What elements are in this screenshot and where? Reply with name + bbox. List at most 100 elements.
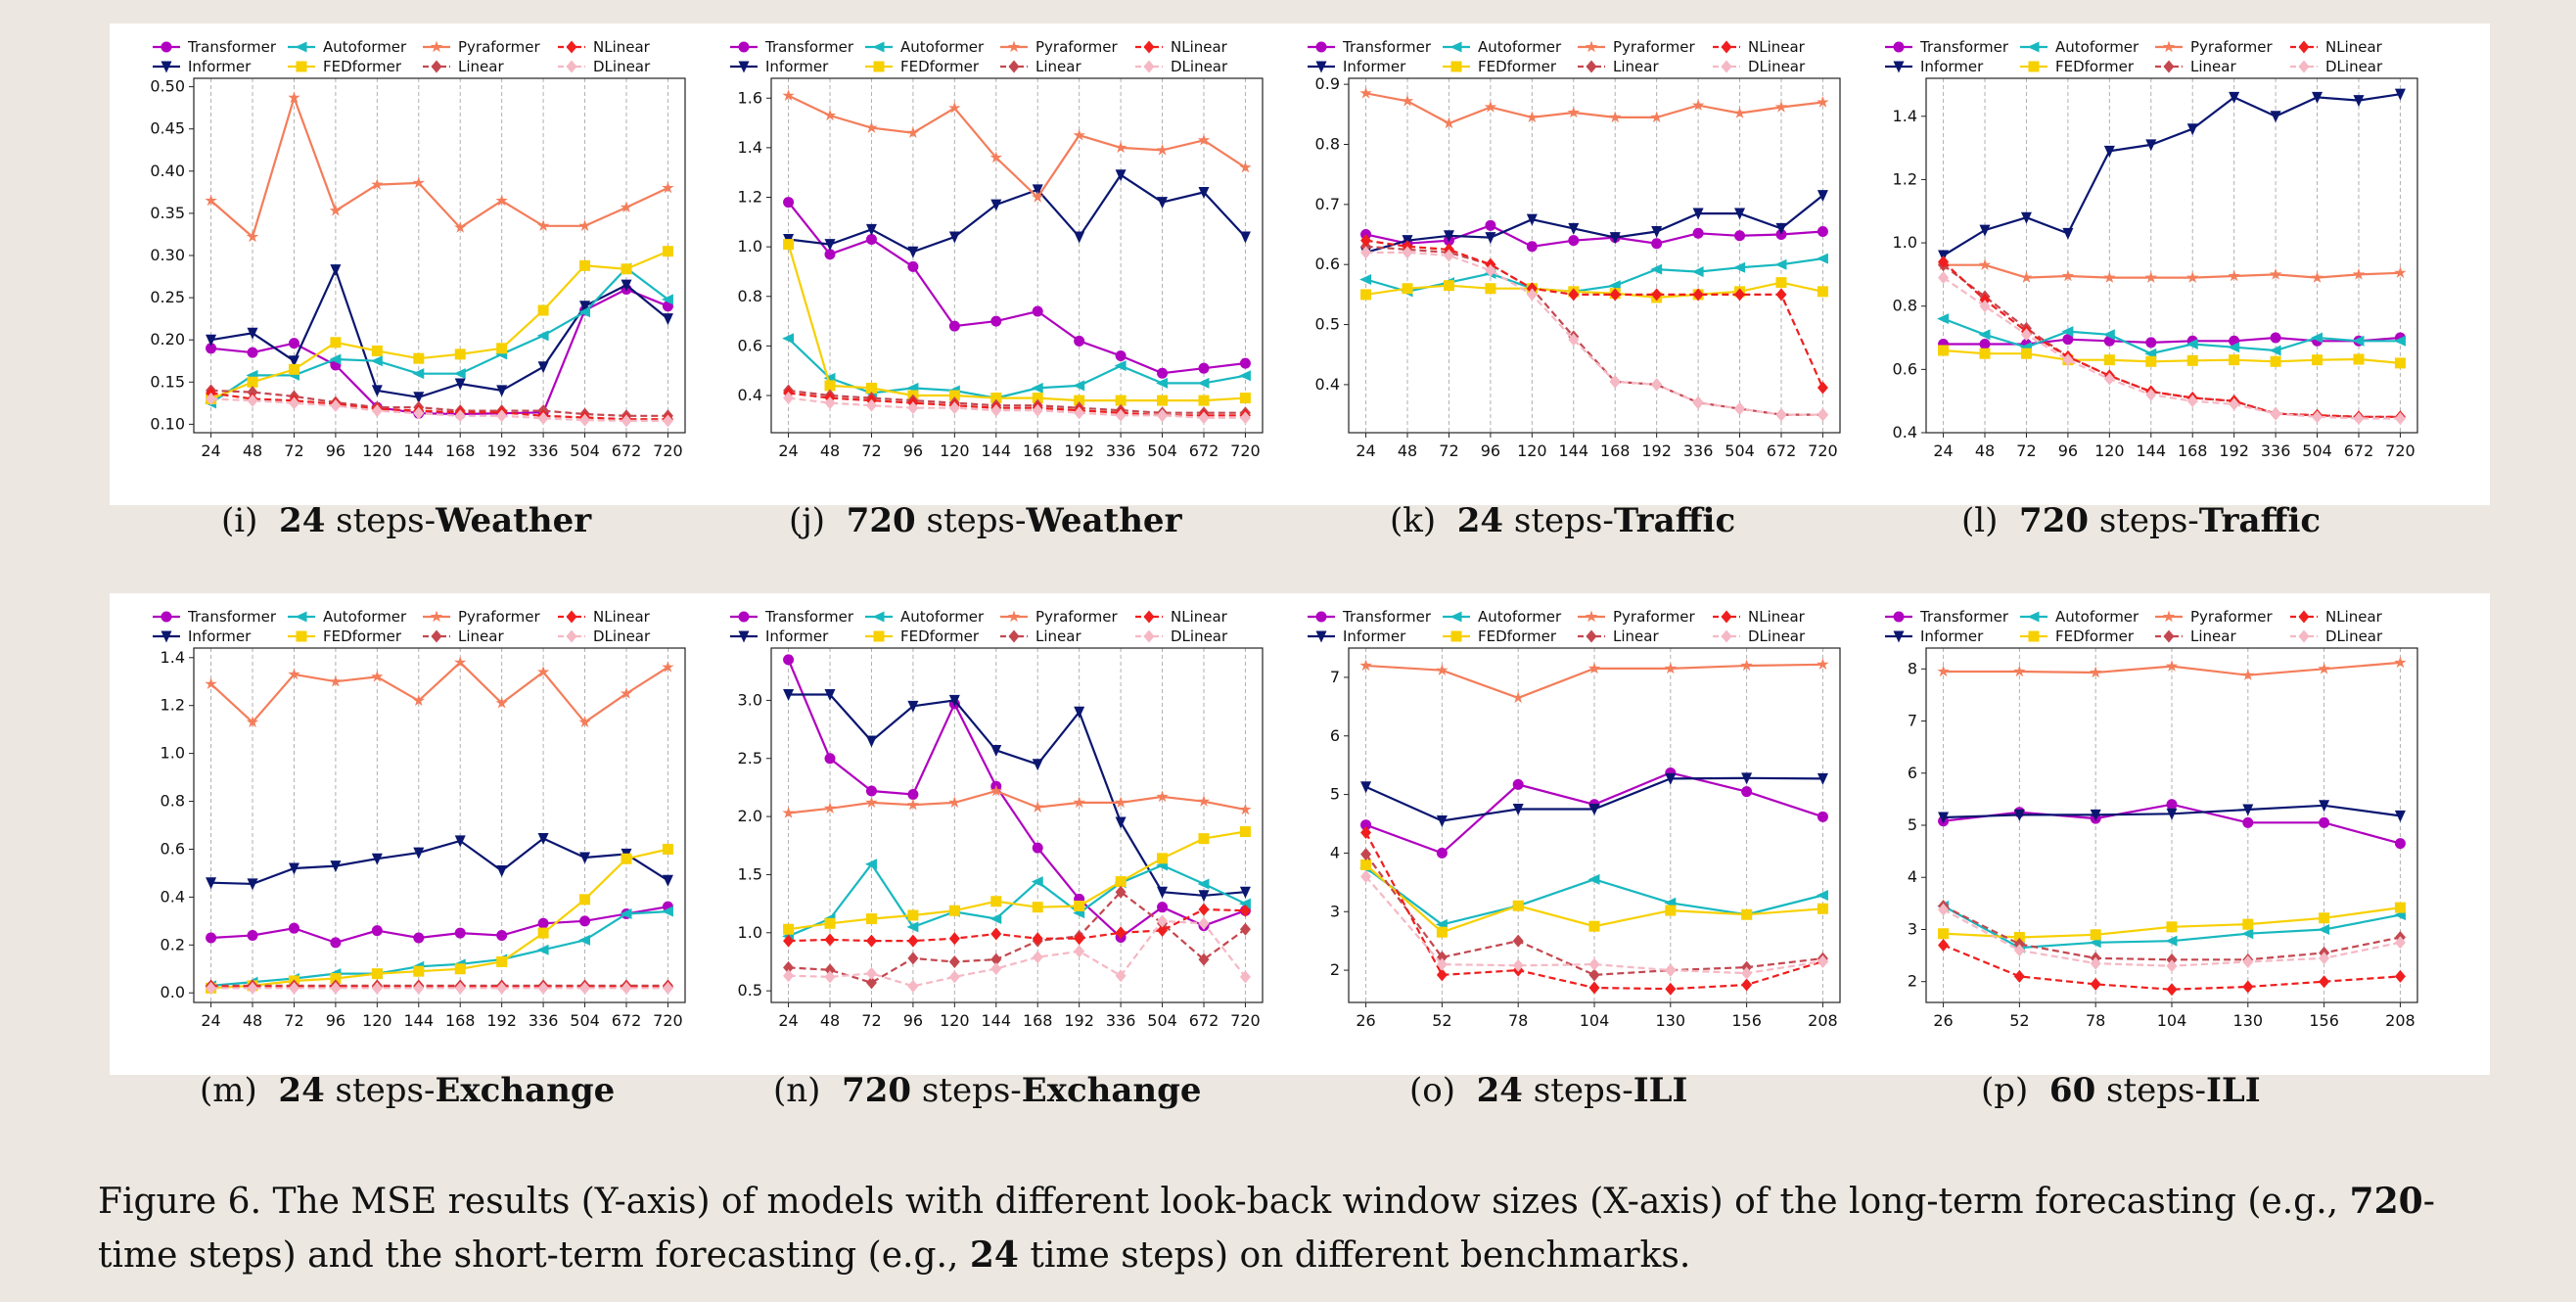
data-point bbox=[454, 409, 466, 423]
data-point bbox=[1443, 116, 1455, 129]
legend-marker bbox=[2163, 60, 2175, 73]
legend-label: DLinear bbox=[1171, 628, 1228, 645]
series-dlinear bbox=[783, 392, 1251, 425]
data-point bbox=[288, 981, 299, 995]
data-point bbox=[2353, 353, 2365, 365]
y-tick-label: 0.4 bbox=[1315, 375, 1340, 394]
y-tick-label: 7 bbox=[1908, 712, 1917, 730]
data-point bbox=[579, 413, 591, 427]
data-point bbox=[413, 406, 425, 420]
x-tick-label: 96 bbox=[2058, 442, 2078, 460]
series-line bbox=[1365, 281, 1823, 300]
data-point bbox=[1485, 232, 1496, 245]
data-point bbox=[865, 966, 877, 980]
data-point bbox=[865, 223, 877, 236]
series-line bbox=[1365, 92, 1823, 125]
series-line bbox=[787, 659, 1246, 939]
y-tick-label: 8 bbox=[1908, 659, 1917, 677]
data-point bbox=[205, 677, 217, 689]
data-point bbox=[1073, 380, 1085, 392]
y-tick-label: 0.5 bbox=[1315, 315, 1340, 334]
y-tick-label: 1.4 bbox=[1893, 107, 1917, 125]
series-dlinear bbox=[206, 981, 673, 995]
data-point bbox=[620, 687, 633, 699]
data-point bbox=[537, 832, 549, 845]
series-line bbox=[210, 266, 669, 398]
data-point bbox=[2242, 816, 2254, 828]
series-transformer bbox=[1360, 219, 1828, 253]
data-point bbox=[948, 932, 960, 946]
data-point bbox=[495, 194, 508, 207]
data-point bbox=[2090, 929, 2101, 941]
data-point bbox=[1074, 335, 1085, 347]
series-dlinear bbox=[1938, 903, 2406, 973]
data-point bbox=[1238, 898, 1251, 909]
data-point bbox=[2103, 372, 2115, 386]
legend-marker bbox=[296, 61, 307, 72]
series-fedformer bbox=[1360, 277, 1828, 303]
series-informer bbox=[1938, 88, 2406, 262]
data-point bbox=[1198, 186, 1210, 199]
y-tick-label: 4 bbox=[1330, 843, 1340, 861]
legend-label: Linear bbox=[1035, 628, 1081, 645]
legend-label: Transformer bbox=[1919, 608, 2009, 626]
data-point bbox=[2229, 354, 2240, 366]
data-point bbox=[1436, 847, 1448, 859]
data-point bbox=[206, 981, 217, 995]
legend-marker bbox=[1143, 40, 1155, 54]
legend-label: Informer bbox=[765, 58, 829, 75]
data-point bbox=[1817, 190, 1828, 203]
data-point bbox=[2270, 332, 2281, 344]
data-point bbox=[1938, 271, 1950, 285]
y-tick-label: 0.8 bbox=[1893, 297, 1917, 315]
data-point bbox=[2394, 357, 2406, 369]
x-tick-label: 72 bbox=[1439, 442, 1458, 460]
data-point bbox=[1401, 94, 1414, 107]
data-point bbox=[2166, 921, 2178, 933]
data-point bbox=[2186, 271, 2199, 283]
x-tick-label: 104 bbox=[1580, 1011, 1610, 1030]
data-point bbox=[1115, 395, 1127, 406]
y-tick-label: 1.0 bbox=[1893, 233, 1917, 252]
data-point bbox=[412, 694, 425, 707]
data-point bbox=[1587, 662, 1601, 674]
x-tick-label: 672 bbox=[1189, 1011, 1219, 1030]
series-line bbox=[788, 907, 1246, 943]
data-point bbox=[1156, 377, 1169, 389]
legend-marker bbox=[2298, 610, 2310, 624]
data-point bbox=[989, 913, 1002, 925]
data-point bbox=[288, 396, 299, 410]
data-point bbox=[1665, 772, 1677, 785]
x-tick-label: 192 bbox=[1641, 442, 1672, 460]
legend-label: Linear bbox=[2190, 58, 2236, 75]
data-point bbox=[1485, 219, 1496, 231]
series-dlinear bbox=[1360, 246, 1828, 422]
data-point bbox=[247, 981, 258, 995]
data-point bbox=[1817, 903, 1828, 914]
data-point bbox=[330, 981, 342, 995]
x-tick-label: 24 bbox=[201, 442, 220, 460]
y-tick-label: 2.5 bbox=[738, 749, 762, 767]
data-point bbox=[907, 246, 919, 258]
data-point bbox=[578, 934, 591, 946]
data-point bbox=[865, 796, 878, 809]
x-tick-label: 672 bbox=[2344, 442, 2374, 460]
data-point bbox=[1360, 289, 1372, 301]
data-point bbox=[288, 862, 299, 875]
y-tick-label: 1.4 bbox=[738, 138, 762, 157]
data-point bbox=[1651, 238, 1663, 250]
legend-label: FEDformer bbox=[900, 628, 980, 645]
data-point bbox=[1074, 231, 1085, 244]
data-point bbox=[990, 927, 1002, 941]
y-tick-label: 0.50 bbox=[150, 77, 185, 96]
legend-label: NLinear bbox=[1171, 38, 1228, 56]
chart-exchange-24: 24 48 72 96 120 144 168 192 336 504 672 720 0.0 0.2 0.… bbox=[153, 608, 686, 1030]
data-point bbox=[454, 656, 467, 668]
legend-marker bbox=[2298, 40, 2310, 54]
data-point bbox=[2013, 809, 2025, 821]
legend-marker bbox=[295, 41, 307, 53]
data-point bbox=[1817, 225, 1828, 237]
data-point bbox=[2062, 227, 2074, 240]
legend-marker bbox=[738, 41, 750, 53]
data-point bbox=[1239, 922, 1251, 936]
